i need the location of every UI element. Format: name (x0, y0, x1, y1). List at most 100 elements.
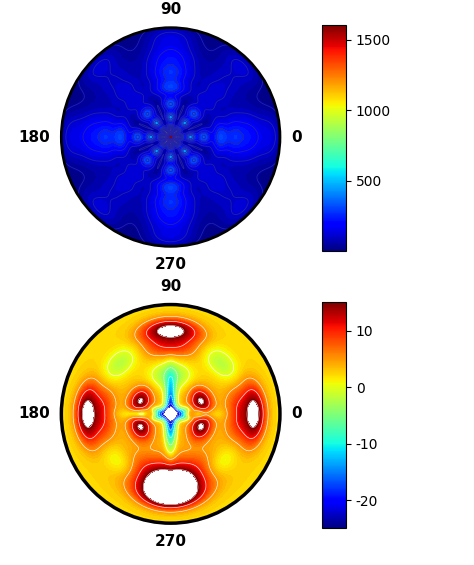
Point (167, 409, 174, 418)
Point (167, 409, 174, 418)
Point (167, 409, 174, 418)
Point (167, 409, 174, 418)
Point (167, 409, 174, 418)
Point (167, 409, 174, 418)
Point (167, 409, 174, 418)
Point (167, 132, 174, 141)
Point (167, 132, 174, 141)
Point (167, 132, 174, 141)
Point (167, 132, 174, 141)
Point (167, 409, 174, 418)
Point (167, 132, 174, 141)
Point (167, 409, 174, 418)
Point (167, 132, 174, 141)
Point (167, 409, 174, 418)
Point (167, 409, 174, 418)
Point (167, 409, 174, 418)
Point (167, 409, 174, 418)
Point (167, 132, 174, 141)
Point (167, 409, 174, 418)
Point (167, 409, 174, 418)
Point (167, 409, 174, 418)
Point (167, 132, 174, 141)
Point (167, 132, 174, 141)
Point (167, 132, 174, 141)
Point (167, 132, 174, 141)
Point (167, 132, 174, 141)
Point (167, 409, 174, 418)
Point (167, 132, 174, 141)
Point (167, 409, 174, 418)
Point (167, 409, 174, 418)
Point (167, 409, 174, 418)
Point (167, 409, 174, 418)
Text: 180: 180 (18, 406, 50, 421)
Point (167, 409, 174, 418)
Point (167, 132, 174, 141)
Point (167, 409, 174, 418)
Point (167, 132, 174, 141)
Point (167, 132, 174, 141)
Point (167, 409, 174, 418)
Point (167, 409, 174, 418)
Point (167, 132, 174, 141)
Point (167, 132, 174, 141)
Point (167, 132, 174, 141)
Point (167, 132, 174, 141)
Point (167, 409, 174, 418)
Point (167, 132, 174, 141)
Point (167, 409, 174, 418)
Point (167, 409, 174, 418)
Point (167, 132, 174, 141)
Point (167, 132, 174, 141)
Point (167, 409, 174, 418)
Point (167, 132, 174, 141)
Point (167, 132, 174, 141)
Point (167, 409, 174, 418)
Point (167, 409, 174, 418)
Point (167, 409, 174, 418)
Point (167, 132, 174, 141)
Point (167, 409, 174, 418)
Point (167, 409, 174, 418)
Point (167, 409, 174, 418)
Point (167, 132, 174, 141)
Point (167, 409, 174, 418)
Point (167, 132, 174, 141)
Point (167, 132, 174, 141)
Point (167, 132, 174, 141)
Point (167, 132, 174, 141)
Point (167, 409, 174, 418)
Point (167, 409, 174, 418)
Text: 270: 270 (155, 257, 187, 272)
Point (167, 132, 174, 141)
Point (167, 132, 174, 141)
Point (167, 132, 174, 141)
Point (167, 409, 174, 418)
Point (167, 409, 174, 418)
Point (167, 132, 174, 141)
Point (167, 132, 174, 141)
Point (167, 132, 174, 141)
Point (167, 409, 174, 418)
Text: 0: 0 (291, 406, 301, 421)
Point (167, 409, 174, 418)
Point (167, 409, 174, 418)
Point (167, 409, 174, 418)
Point (167, 409, 174, 418)
Point (167, 132, 174, 141)
Point (167, 409, 174, 418)
Point (167, 132, 174, 141)
Point (167, 132, 174, 141)
Point (167, 409, 174, 418)
Point (167, 409, 174, 418)
Point (167, 409, 174, 418)
Point (167, 132, 174, 141)
Point (167, 409, 174, 418)
Point (167, 409, 174, 418)
Point (167, 409, 174, 418)
Point (167, 409, 174, 418)
Point (167, 409, 174, 418)
Point (167, 132, 174, 141)
Point (167, 132, 174, 141)
